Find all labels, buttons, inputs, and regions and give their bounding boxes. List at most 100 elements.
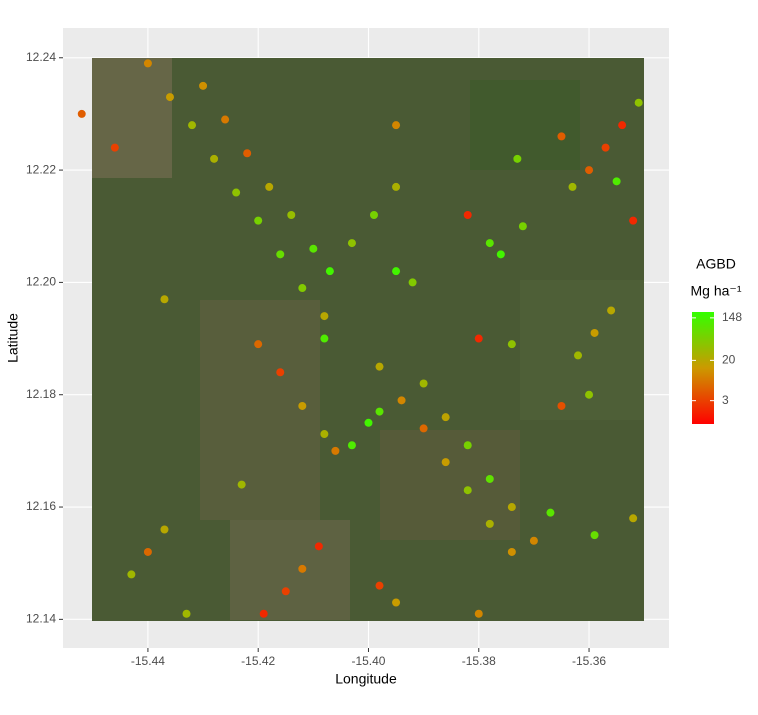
colorbar-label: 20	[722, 353, 736, 367]
satellite-image	[92, 58, 644, 621]
y-tick-label: 12.16	[26, 499, 56, 513]
point	[320, 312, 329, 321]
point	[254, 340, 263, 349]
point	[618, 121, 627, 130]
y-tick-label: 12.18	[26, 387, 56, 401]
point	[298, 401, 307, 410]
colorbar	[692, 312, 714, 424]
point	[199, 81, 208, 90]
point	[160, 525, 169, 534]
point	[265, 182, 274, 191]
point	[392, 598, 401, 607]
point	[232, 188, 241, 197]
point	[419, 424, 428, 433]
y-tick-label: 12.14	[26, 612, 56, 626]
point	[375, 407, 384, 416]
point	[507, 340, 516, 349]
point	[281, 587, 290, 596]
point	[375, 362, 384, 371]
point	[375, 581, 384, 590]
point	[485, 474, 494, 483]
point	[568, 182, 577, 191]
point	[441, 458, 450, 467]
point	[601, 143, 610, 152]
point	[243, 149, 252, 158]
point	[320, 430, 329, 439]
point	[557, 401, 566, 410]
point	[160, 295, 169, 304]
point	[419, 379, 428, 388]
legend-unit: Mg ha⁻¹	[691, 283, 742, 299]
point	[463, 486, 472, 495]
point	[259, 609, 268, 618]
point	[585, 390, 594, 399]
point	[325, 267, 334, 276]
point	[210, 154, 219, 163]
point	[629, 216, 638, 225]
point	[364, 418, 373, 427]
legend-title: AGBD	[696, 256, 736, 272]
point	[276, 368, 285, 377]
x-axis-title: Longitude	[335, 671, 397, 687]
x-tick-label: -15.40	[351, 654, 385, 668]
point	[237, 480, 246, 489]
point	[507, 547, 516, 556]
point	[347, 441, 356, 450]
point	[320, 334, 329, 343]
point	[314, 542, 323, 551]
point	[127, 570, 136, 579]
point	[574, 351, 583, 360]
colorbar-label: 148	[722, 310, 742, 324]
y-tick-label: 12.24	[26, 50, 56, 64]
point	[607, 306, 616, 315]
x-tick-label: -15.44	[131, 654, 165, 668]
y-tick-label: 12.20	[26, 275, 56, 289]
point	[485, 519, 494, 528]
point	[496, 250, 505, 259]
x-tick-label: -15.38	[462, 654, 496, 668]
point	[331, 446, 340, 455]
point	[254, 216, 263, 225]
point	[546, 508, 555, 517]
point	[188, 121, 197, 130]
point	[441, 413, 450, 422]
point	[408, 278, 417, 287]
point	[276, 250, 285, 259]
point	[463, 441, 472, 450]
point	[463, 211, 472, 220]
point	[474, 334, 483, 343]
point	[143, 547, 152, 556]
point	[182, 609, 191, 618]
x-tick-label: -15.42	[241, 654, 275, 668]
point	[629, 514, 638, 523]
colorbar-label: 3	[722, 393, 729, 407]
point	[518, 222, 527, 231]
point	[513, 154, 522, 163]
point	[585, 166, 594, 175]
point	[392, 121, 401, 130]
point	[298, 564, 307, 573]
y-axis-title: Latitude	[5, 313, 21, 363]
point	[77, 109, 86, 118]
point	[143, 59, 152, 68]
point	[369, 211, 378, 220]
point	[110, 143, 119, 152]
point	[287, 211, 296, 220]
point	[347, 239, 356, 248]
point	[557, 132, 566, 141]
point	[392, 182, 401, 191]
point	[165, 93, 174, 102]
point	[485, 239, 494, 248]
point	[474, 609, 483, 618]
point	[397, 396, 406, 405]
point	[298, 284, 307, 293]
point	[634, 98, 643, 107]
point	[529, 536, 538, 545]
point	[590, 531, 599, 540]
x-tick-label: -15.36	[572, 654, 606, 668]
point	[590, 328, 599, 337]
point	[612, 177, 621, 186]
point	[507, 503, 516, 512]
point	[309, 244, 318, 253]
